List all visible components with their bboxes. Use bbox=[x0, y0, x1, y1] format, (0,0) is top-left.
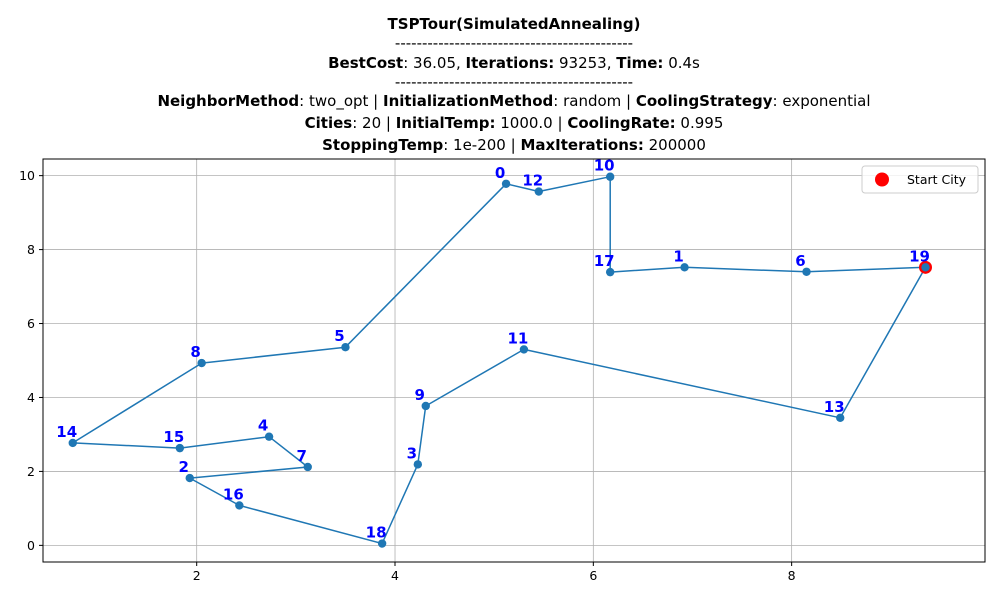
title-line-6-part-1: : 1e-200 | bbox=[443, 136, 520, 154]
title-line-5-part-1: : 20 | bbox=[352, 114, 396, 132]
city-label-13: 13 bbox=[824, 398, 845, 416]
city-label-10: 10 bbox=[594, 157, 615, 175]
title-line-4: NeighborMethod: two_opt | Initialization… bbox=[157, 92, 870, 111]
city-point-19 bbox=[921, 263, 930, 272]
city-label-0: 0 bbox=[495, 164, 505, 182]
city-points bbox=[68, 172, 933, 548]
title-line-4-part-4: CoolingStrategy bbox=[636, 92, 773, 110]
legend-label: Start City bbox=[907, 172, 967, 187]
city-point-18 bbox=[377, 539, 387, 548]
city-point-12 bbox=[534, 187, 543, 196]
legend-box bbox=[861, 165, 979, 194]
title-line-6-part-3: 200000 bbox=[644, 136, 706, 154]
city-point-16 bbox=[235, 501, 244, 510]
x-tick-label: 2 bbox=[193, 568, 201, 583]
title-line-2-part-1: : 36.05, bbox=[403, 54, 465, 72]
city-point-15 bbox=[175, 443, 185, 453]
legend: Start City bbox=[861, 165, 979, 194]
title-line-0: TSPTour(SimulatedAnnealing) bbox=[388, 15, 641, 33]
plot-frame bbox=[42, 158, 986, 563]
y-tick-label: 0 bbox=[27, 538, 35, 553]
city-point-8 bbox=[197, 358, 206, 368]
city-point-4 bbox=[264, 432, 274, 441]
title-line-6-part-0: StoppingTemp bbox=[322, 136, 443, 154]
city-point-0 bbox=[501, 179, 511, 188]
city-point-6 bbox=[802, 267, 811, 276]
title-line-0-part-0: TSPTour(SimulatedAnnealing) bbox=[388, 15, 641, 33]
title-line-6-part-2: MaxIterations: bbox=[520, 136, 643, 154]
title-line-3: ----------------------------------------… bbox=[395, 73, 633, 91]
title-line-5-part-3: 1000.0 | bbox=[495, 114, 567, 132]
city-label-2: 2 bbox=[179, 458, 189, 476]
city-label-5: 5 bbox=[334, 327, 344, 345]
city-point-13 bbox=[836, 413, 845, 423]
city-point-10 bbox=[605, 172, 615, 181]
title-line-4-part-0: NeighborMethod bbox=[157, 92, 299, 110]
legend-start-marker bbox=[875, 172, 889, 187]
title-line-1: ----------------------------------------… bbox=[395, 34, 633, 52]
title-line-2-part-0: BestCost bbox=[328, 54, 403, 72]
city-label-11: 11 bbox=[507, 329, 528, 347]
city-label-6: 6 bbox=[795, 252, 805, 270]
city-point-11 bbox=[519, 345, 529, 354]
title-line-6: StoppingTemp: 1e-200 | MaxIterations: 20… bbox=[322, 136, 706, 154]
y-tick-label: 2 bbox=[27, 464, 35, 479]
city-point-3 bbox=[413, 460, 423, 469]
title-line-2-part-4: Time: bbox=[616, 54, 663, 72]
city-label-1: 1 bbox=[673, 247, 683, 265]
title-line-4-part-2: InitializationMethod bbox=[383, 92, 553, 110]
y-tick-label: 10 bbox=[19, 168, 35, 183]
city-label-16: 16 bbox=[223, 485, 244, 503]
title-line-2-part-3: 93253, bbox=[554, 54, 616, 72]
city-point-5 bbox=[341, 342, 350, 352]
city-label-9: 9 bbox=[415, 386, 425, 404]
city-label-8: 8 bbox=[190, 343, 200, 361]
city-point-14 bbox=[68, 438, 77, 448]
city-point-17 bbox=[605, 267, 615, 277]
title-line-5-part-5: 0.995 bbox=[676, 114, 724, 132]
title-line-4-part-1: : two_opt | bbox=[299, 92, 383, 111]
city-label-4: 4 bbox=[258, 417, 268, 435]
title-line-4-part-5: : exponential bbox=[773, 92, 871, 110]
city-label-3: 3 bbox=[407, 444, 417, 462]
city-point-7 bbox=[303, 462, 312, 472]
title-line-5: Cities: 20 | InitialTemp: 1000.0 | Cooli… bbox=[305, 114, 724, 132]
x-tick-label: 8 bbox=[788, 568, 796, 583]
title-line-5-part-0: Cities bbox=[305, 114, 353, 132]
title-line-1-part-0: ----------------------------------------… bbox=[395, 34, 633, 52]
city-point-9 bbox=[421, 401, 430, 411]
y-tick-label: 4 bbox=[27, 390, 35, 405]
y-tick-label: 6 bbox=[27, 316, 35, 331]
x-tick-label: 4 bbox=[391, 568, 399, 583]
city-label-7: 7 bbox=[297, 447, 307, 465]
city-label-17: 17 bbox=[594, 252, 615, 270]
x-tick-label: 6 bbox=[589, 568, 597, 583]
city-label-19: 19 bbox=[909, 247, 930, 265]
title-line-2: BestCost: 36.05, Iterations: 93253, Time… bbox=[328, 54, 700, 72]
city-point-1 bbox=[680, 263, 689, 272]
title-line-2-part-2: Iterations: bbox=[466, 54, 555, 72]
city-label-15: 15 bbox=[163, 428, 184, 446]
grid-lines bbox=[43, 159, 985, 562]
city-label-18: 18 bbox=[366, 524, 387, 542]
title-line-2-part-5: 0.4s bbox=[663, 54, 700, 72]
title-line-5-part-4: CoolingRate: bbox=[567, 114, 675, 132]
title-line-3-part-0: ----------------------------------------… bbox=[395, 73, 633, 91]
title-line-5-part-2: InitialTemp: bbox=[396, 114, 496, 132]
city-point-2 bbox=[185, 473, 194, 483]
chart-title: TSPTour(SimulatedAnnealing)-------------… bbox=[157, 15, 870, 154]
city-label-14: 14 bbox=[56, 423, 77, 441]
y-tick-label: 8 bbox=[27, 242, 35, 257]
city-label-12: 12 bbox=[522, 172, 543, 190]
title-line-4-part-3: : random | bbox=[553, 92, 636, 110]
